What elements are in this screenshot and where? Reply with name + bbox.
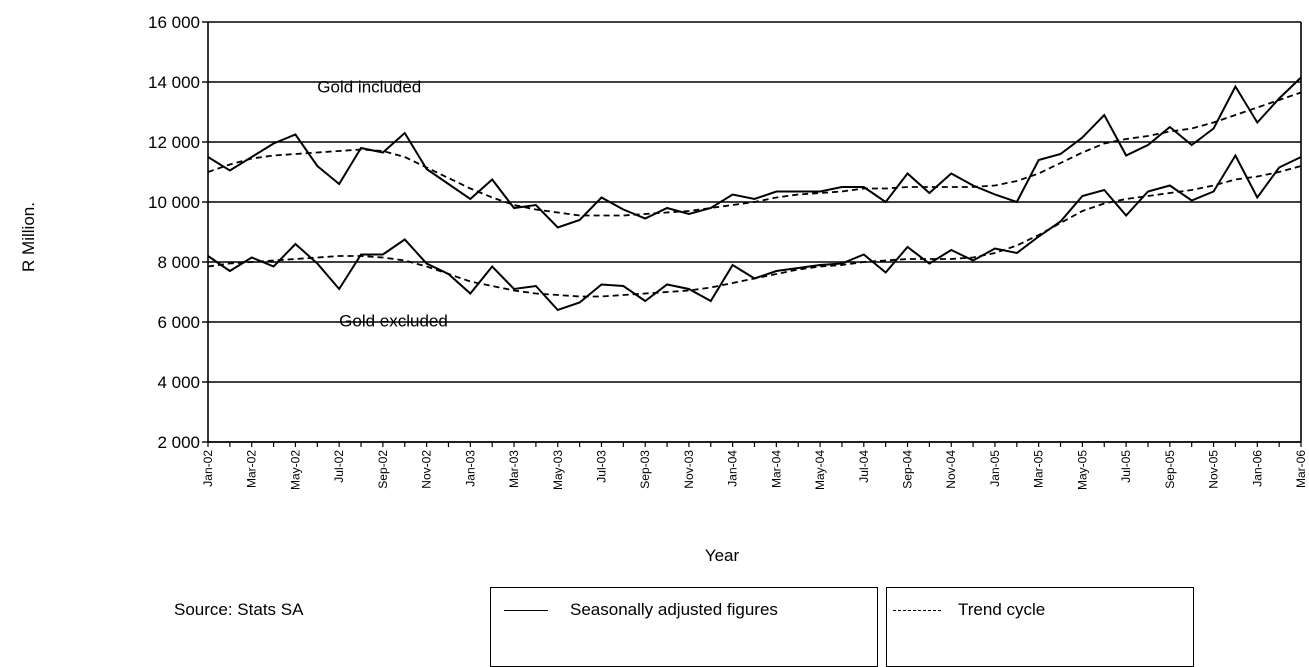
trend-cycle-line-gold-included xyxy=(207,91,1302,217)
solid-line-swatch xyxy=(504,609,548,611)
x-axis-label: Year xyxy=(705,546,740,565)
x-tick-label: May-03 xyxy=(551,450,565,490)
source-note: Source: Stats SA xyxy=(174,600,304,619)
x-tick-label: May-02 xyxy=(288,450,302,490)
x-tick-label: Sep-02 xyxy=(376,450,390,489)
x-tick-label: Sep-05 xyxy=(1163,450,1177,489)
x-tick-label: Nov-05 xyxy=(1207,450,1221,489)
x-tick-label: Mar-03 xyxy=(507,450,521,488)
y-tick-label: 8 000 xyxy=(157,253,200,272)
annotations: Gold included Gold excluded xyxy=(317,78,448,331)
annotation-gold-excluded: Gold excluded xyxy=(339,312,448,331)
x-tick-label: Nov-04 xyxy=(944,450,958,489)
x-tick-label: Jul-02 xyxy=(332,450,346,483)
axes: 2 000 4 000 6 000 8 000 10 000 12 000 14 000 16… xyxy=(148,13,1308,490)
series-layer xyxy=(207,76,1302,312)
x-tick-label: Mar-04 xyxy=(769,450,783,488)
x-tick-label: Mar-05 xyxy=(1032,450,1046,488)
y-tick-label: 6 000 xyxy=(157,313,200,332)
legend-label-trend-cycle: Trend cycle xyxy=(958,600,1046,619)
x-tick-label: Jul-05 xyxy=(1119,450,1133,483)
y-axis-label: R Million. xyxy=(19,202,38,272)
y-tick-label: 12 000 xyxy=(148,133,200,152)
x-tick-label: Mar-06 xyxy=(1294,450,1308,488)
x-tick-label: Mar-02 xyxy=(245,450,259,488)
legend-trend-cycle: Trend cycle xyxy=(886,587,1194,667)
seasonally-adjusted-line-gold-included xyxy=(207,76,1302,229)
x-tick-label: Sep-03 xyxy=(638,450,652,489)
trend-cycle-line-gold-excluded xyxy=(207,165,1302,298)
legend-label-seasonally-adjusted: Seasonally adjusted figures xyxy=(570,600,778,619)
y-tick-label: 16 000 xyxy=(148,13,200,32)
x-tick-label: May-05 xyxy=(1075,450,1089,490)
annotation-gold-included: Gold included xyxy=(317,78,421,97)
x-tick-label: Jan-02 xyxy=(201,450,215,487)
y-tick-label: 14 000 xyxy=(148,73,200,92)
y-tick-label: 2 000 xyxy=(157,433,200,452)
dashed-line-swatch xyxy=(893,609,941,611)
legend-seasonally-adjusted: Seasonally adjusted figures xyxy=(490,587,878,667)
seasonally-adjusted-line-gold-excluded xyxy=(207,153,1302,312)
x-tick-label: Jul-03 xyxy=(594,450,608,483)
y-tick-label: 4 000 xyxy=(157,373,200,392)
x-tick-label: Jul-04 xyxy=(857,450,871,483)
x-tick-label: Jan-03 xyxy=(463,450,477,487)
y-tick-label: 10 000 xyxy=(148,193,200,212)
x-tick-label: Nov-03 xyxy=(682,450,696,489)
x-tick-label: Jan-05 xyxy=(988,450,1002,487)
x-tick-label: May-04 xyxy=(813,450,827,490)
x-tick-label: Nov-02 xyxy=(420,450,434,489)
x-tick-label: Jan-04 xyxy=(726,450,740,487)
x-tick-label: Sep-04 xyxy=(901,450,915,489)
x-tick-label: Jan-06 xyxy=(1250,450,1264,487)
